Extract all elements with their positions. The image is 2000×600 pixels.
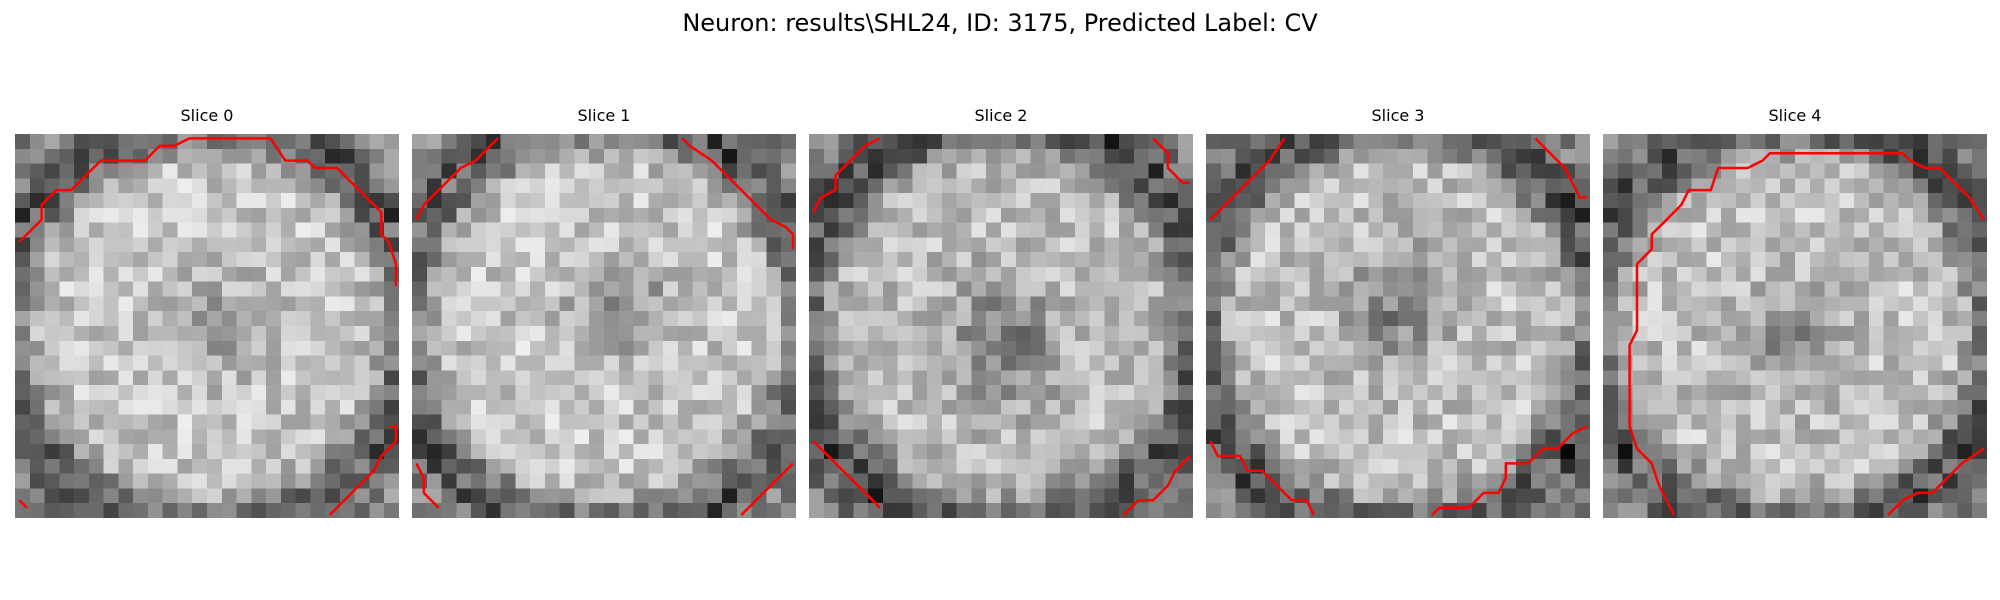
slice-title-2: Slice 2 <box>974 106 1028 125</box>
slice-title-4: Slice 4 <box>1768 106 1822 125</box>
pixel-grid <box>15 134 399 518</box>
pixel-grid <box>1603 134 1987 518</box>
contour-line <box>1209 137 1286 221</box>
contour-line <box>1122 455 1191 516</box>
slice-image-1 <box>412 134 796 518</box>
contour-line <box>740 462 794 516</box>
contour-line <box>328 425 398 516</box>
contour-line <box>812 137 881 213</box>
contour-line <box>1431 425 1588 516</box>
slice-image-2 <box>809 134 1193 518</box>
contour-line <box>681 137 795 250</box>
contour-line <box>415 462 440 509</box>
contour-line <box>415 137 499 221</box>
figure-title: Neuron: results\SHL24, ID: 3175, Predict… <box>682 9 1318 37</box>
contour-line <box>1209 440 1315 516</box>
slice-image-3 <box>1206 134 1590 518</box>
contour-line <box>18 137 398 287</box>
pixel-grid <box>1206 134 1590 518</box>
slice-title-0: Slice 0 <box>180 106 234 125</box>
contour-line <box>1534 137 1587 199</box>
pixel-grid <box>809 134 1193 518</box>
slice-title-3: Slice 3 <box>1371 106 1425 125</box>
contour-line <box>18 499 28 509</box>
slice-image-4 <box>1603 134 1987 518</box>
pixel-grid <box>412 134 796 518</box>
slice-image-0 <box>15 134 399 518</box>
contour-line <box>812 440 881 509</box>
contour-line <box>1152 137 1190 184</box>
contour-line <box>1628 151 1986 516</box>
slice-title-1: Slice 1 <box>577 106 631 125</box>
contour-line <box>1887 447 1985 516</box>
